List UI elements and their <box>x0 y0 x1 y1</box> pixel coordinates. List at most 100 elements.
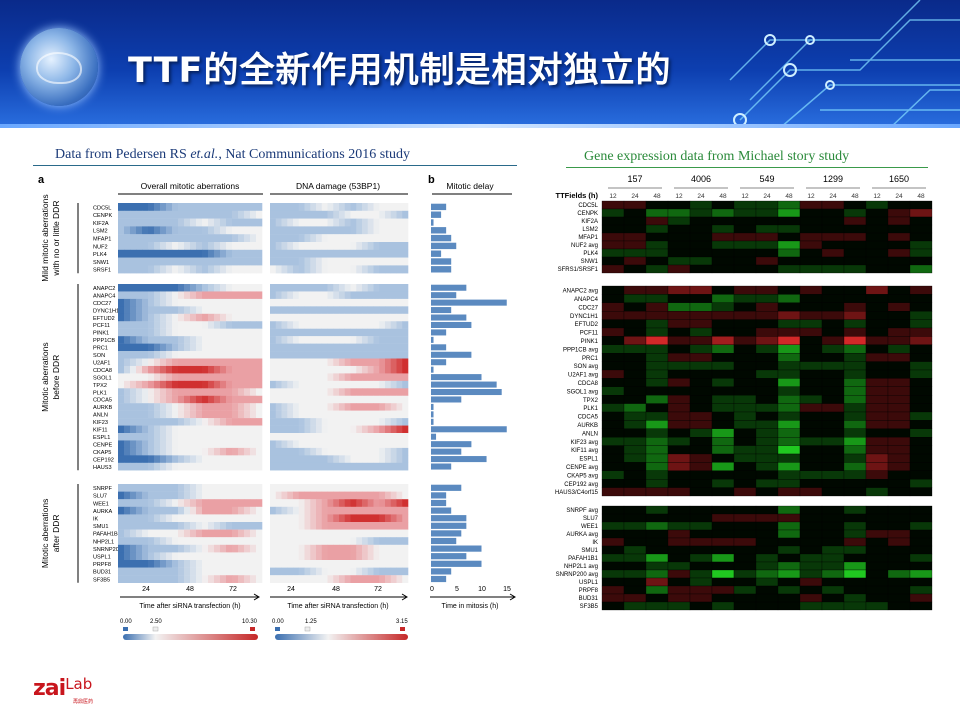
heatmap-cell <box>130 358 137 367</box>
heatmap-cell <box>160 306 167 314</box>
colorbar2-max: 3.15 <box>396 619 408 625</box>
colorbar2-min-handle[interactable] <box>275 627 280 631</box>
heatmap-cell <box>250 506 257 515</box>
heatmap-cell <box>142 529 149 538</box>
heatmap-cell <box>909 529 933 539</box>
heatmap-cell <box>645 420 669 429</box>
heatmap-cell <box>339 522 346 530</box>
heatmap-cell <box>799 256 823 266</box>
heatmap-cell <box>118 447 125 456</box>
heatmap-cell <box>270 380 277 389</box>
group-label: before DDR <box>51 355 61 400</box>
gene-label: HAUS3 <box>93 465 112 471</box>
heatmap-cell <box>316 328 323 337</box>
heatmap-cell <box>130 514 137 523</box>
heatmap-cell <box>887 336 911 345</box>
heatmap-cell <box>148 265 155 274</box>
heatmap-cell <box>226 234 233 243</box>
colorbar1-max-handle[interactable] <box>250 627 255 631</box>
heatmap-cell <box>148 226 155 235</box>
heatmap-cell <box>166 440 173 449</box>
heatmap-cell <box>887 601 911 611</box>
colorbar1-min-handle[interactable] <box>123 627 128 631</box>
delay-tick: 5 <box>455 586 459 593</box>
heatmap-cell <box>178 514 185 523</box>
heatmap-cell <box>202 484 209 492</box>
heatmap-cell <box>344 388 351 396</box>
heatmap-cell <box>843 411 867 421</box>
heatmap-cell <box>777 294 801 303</box>
heatmap-cell <box>755 327 779 337</box>
heatmap-cell <box>238 433 245 441</box>
heatmap-cell <box>238 529 245 538</box>
heatmap-cell <box>777 344 801 354</box>
heatmap-cell <box>154 380 161 389</box>
heatmap-cell <box>256 203 263 211</box>
heatmap-cell <box>333 313 340 322</box>
heatmap-cell <box>843 344 867 354</box>
cell-line-label: 157 <box>627 174 642 184</box>
heatmap-cell <box>350 291 357 300</box>
heatmap-cell <box>402 560 409 568</box>
heatmap-cell <box>733 585 757 595</box>
heatmap-cell <box>402 403 409 411</box>
heatmap-cell <box>645 593 669 603</box>
heatmap-cell <box>689 208 713 218</box>
heatmap-cell <box>711 411 735 421</box>
heatmap-cell <box>148 380 155 389</box>
heatmap-cell <box>293 560 300 568</box>
heatmap-cell <box>321 298 328 307</box>
heatmap-cell <box>214 544 221 553</box>
gene-label: SNRNP200 avg <box>556 572 598 578</box>
heatmap-cell <box>321 433 328 441</box>
heatmap-cell <box>350 242 357 250</box>
heatmap-cell <box>172 410 179 419</box>
heatmap-cell <box>232 425 239 434</box>
heatmap-cell <box>275 306 282 314</box>
heatmap-cell <box>226 284 233 292</box>
heatmap-cell <box>909 256 933 266</box>
heatmap-cell <box>238 514 245 523</box>
heatmap-cell <box>148 218 155 227</box>
heatmap-cell <box>250 257 257 266</box>
heatmap-cell <box>166 567 173 576</box>
heatmap-cell <box>373 537 380 545</box>
heatmap-cell <box>601 453 625 463</box>
heatmap-cell <box>865 553 889 563</box>
heatmap-cell <box>238 343 245 352</box>
heatmap-cell <box>154 433 161 441</box>
heatmap-cell <box>202 321 209 329</box>
heatmap-cell <box>321 462 328 471</box>
heatmap-cell <box>385 544 392 553</box>
colorbar1 <box>123 634 258 640</box>
heatmap-cell <box>402 373 409 382</box>
heatmap-cell <box>298 410 305 419</box>
colorbar2-max-handle[interactable] <box>400 627 405 631</box>
heatmap-cell <box>130 388 137 396</box>
gene-label: CDC27 <box>93 301 111 307</box>
heatmap-cell <box>172 491 179 500</box>
heatmap-cell <box>256 447 263 456</box>
heatmap-cell <box>711 420 735 429</box>
colorbar2-mid-handle[interactable] <box>304 626 311 632</box>
heatmap-cell <box>226 440 233 449</box>
heatmap-cell <box>601 311 625 320</box>
heatmap-cell <box>402 462 409 471</box>
hour-label: 12 <box>873 193 881 200</box>
heatmap-cell <box>362 284 369 292</box>
heatmap-cell <box>344 433 351 441</box>
heatmap-cell <box>310 425 317 434</box>
heatmap-cell <box>281 575 288 583</box>
heatmap-cell <box>310 365 317 374</box>
heatmap-cell <box>287 365 294 374</box>
colorbar1-mid-handle[interactable] <box>152 626 159 632</box>
heatmap-cell <box>865 479 889 488</box>
heatmap-cell <box>373 242 380 250</box>
heatmap-cell <box>799 601 823 611</box>
heatmap-cell <box>799 428 823 438</box>
heatmap-cell <box>270 336 277 344</box>
heatmap-cell <box>196 433 203 441</box>
heatmap-cell <box>623 369 647 379</box>
heatmap-cell <box>373 328 380 337</box>
heatmap-cell <box>396 395 403 404</box>
